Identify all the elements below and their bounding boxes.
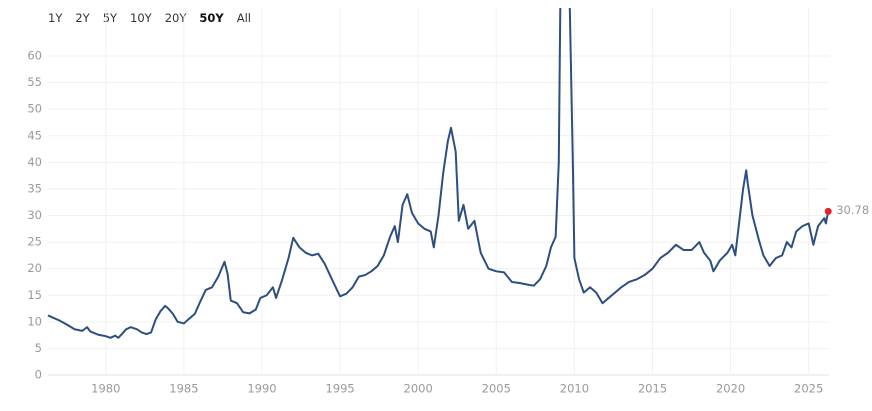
y-tick-label: 30 — [27, 208, 42, 222]
y-tick-label: 40 — [27, 155, 42, 169]
x-tick-label: 2025 — [794, 382, 823, 396]
y-tick-label: 0 — [35, 368, 42, 382]
y-tick-label: 20 — [27, 261, 42, 275]
range-button[interactable]: 10Y — [130, 11, 152, 25]
last-point — [824, 207, 832, 215]
line — [47, 8, 830, 339]
x-tick-label: 2005 — [482, 382, 511, 396]
x-tick-label: 1980 — [91, 382, 120, 396]
x-tick-label: 2000 — [404, 382, 433, 396]
y-tick-label: 55 — [27, 75, 42, 89]
x-tick-label: 2020 — [716, 382, 745, 396]
y-tick-label: 50 — [27, 102, 42, 116]
x-tick-label: 1985 — [169, 382, 198, 396]
y-tick-label: 60 — [27, 49, 42, 63]
x-tick-label: 2010 — [560, 382, 589, 396]
last-value-label: 30.78 — [836, 203, 869, 217]
range-button[interactable]: 50Y — [199, 11, 224, 25]
x-tick-label: 1995 — [325, 382, 354, 396]
y-tick-label: 45 — [27, 128, 42, 142]
range-button[interactable]: 20Y — [164, 11, 187, 25]
range-button[interactable]: 1Y — [48, 11, 63, 25]
y-tick-label: 25 — [27, 235, 42, 249]
y-tick-label: 15 — [27, 288, 42, 302]
range-button[interactable]: All — [236, 11, 251, 25]
x-tick-label: 2015 — [638, 382, 667, 396]
x-tick-label: 1990 — [247, 382, 276, 396]
y-tick-label: 5 — [35, 341, 42, 355]
y-tick-label: 35 — [27, 181, 42, 195]
y-tick-label: 10 — [27, 314, 42, 328]
range-button[interactable]: 2Y — [75, 11, 90, 25]
